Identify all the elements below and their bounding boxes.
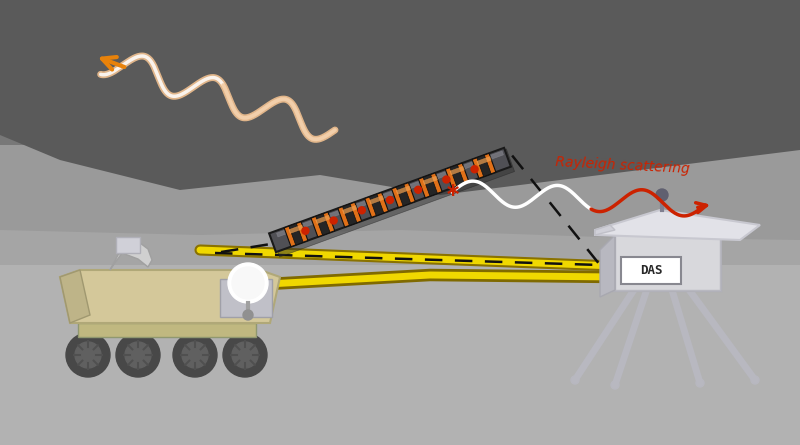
Polygon shape: [271, 149, 514, 257]
Bar: [615, 235, 720, 290]
Polygon shape: [370, 196, 384, 204]
Circle shape: [611, 381, 619, 389]
Polygon shape: [60, 270, 90, 323]
Polygon shape: [396, 186, 410, 194]
Bar: [78, 323, 256, 337]
Circle shape: [471, 166, 478, 173]
Circle shape: [173, 333, 217, 377]
Polygon shape: [423, 176, 438, 185]
Circle shape: [414, 186, 422, 193]
FancyBboxPatch shape: [621, 257, 681, 284]
Circle shape: [358, 207, 366, 214]
Bar: [116, 237, 140, 253]
Polygon shape: [316, 215, 330, 224]
Polygon shape: [110, 243, 152, 270]
Bar: [220, 279, 272, 317]
Polygon shape: [342, 206, 357, 214]
Circle shape: [656, 189, 668, 201]
Polygon shape: [289, 223, 303, 245]
Circle shape: [443, 176, 450, 183]
Polygon shape: [450, 165, 464, 186]
Circle shape: [182, 342, 208, 368]
Polygon shape: [477, 155, 491, 177]
Polygon shape: [277, 151, 503, 237]
Polygon shape: [289, 225, 303, 234]
Circle shape: [571, 376, 579, 384]
Circle shape: [232, 267, 264, 299]
Polygon shape: [418, 173, 442, 198]
Polygon shape: [595, 210, 760, 240]
Polygon shape: [311, 212, 334, 237]
FancyBboxPatch shape: [614, 234, 721, 291]
Polygon shape: [595, 225, 615, 235]
Polygon shape: [600, 235, 615, 297]
Circle shape: [751, 376, 759, 384]
Polygon shape: [391, 182, 415, 207]
Circle shape: [116, 333, 160, 377]
Circle shape: [243, 310, 253, 320]
Circle shape: [228, 263, 268, 303]
Circle shape: [232, 342, 258, 368]
Text: ∗: ∗: [445, 181, 461, 199]
Polygon shape: [269, 148, 511, 252]
Polygon shape: [423, 174, 438, 196]
Polygon shape: [316, 214, 330, 235]
Circle shape: [75, 342, 101, 368]
Polygon shape: [477, 157, 491, 165]
Text: DAS: DAS: [640, 263, 662, 276]
Polygon shape: [284, 222, 308, 247]
Polygon shape: [342, 204, 357, 226]
Circle shape: [223, 333, 267, 377]
Polygon shape: [0, 230, 800, 265]
Text: Rayleigh scattering: Rayleigh scattering: [555, 155, 690, 176]
Polygon shape: [472, 154, 496, 178]
Polygon shape: [446, 163, 469, 188]
Circle shape: [386, 197, 394, 203]
Circle shape: [66, 333, 110, 377]
Polygon shape: [338, 202, 362, 227]
Polygon shape: [450, 166, 464, 175]
Polygon shape: [0, 265, 800, 445]
Polygon shape: [0, 0, 800, 145]
Circle shape: [696, 379, 704, 387]
Polygon shape: [0, 0, 800, 195]
Circle shape: [125, 342, 151, 368]
Circle shape: [330, 217, 337, 224]
Polygon shape: [396, 184, 410, 206]
Polygon shape: [370, 194, 384, 216]
Circle shape: [302, 227, 309, 234]
Polygon shape: [365, 192, 389, 217]
Polygon shape: [60, 270, 280, 323]
